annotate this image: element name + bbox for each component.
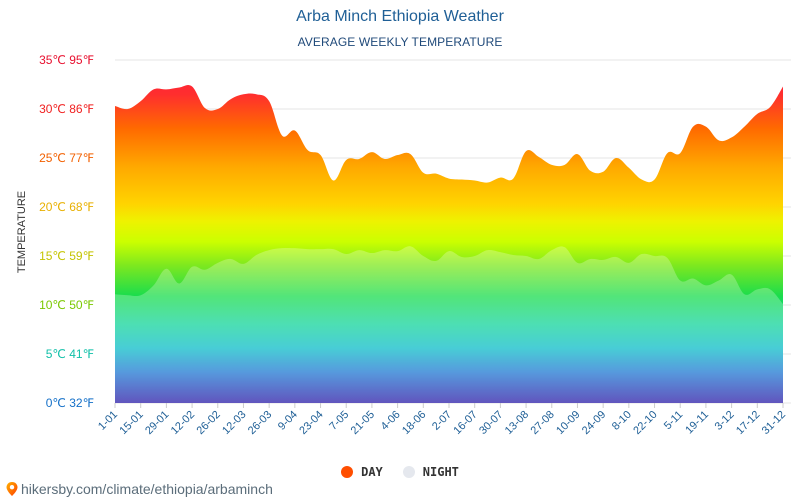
legend-night-label: NIGHT	[422, 465, 459, 479]
x-tick-label: 8-10	[610, 409, 634, 433]
chart-legend: DAY NIGHT	[0, 463, 800, 481]
x-tick-label: 19-11	[683, 409, 711, 437]
x-tick-label: 7-05	[327, 409, 351, 433]
y-tick-label: 5℃ 41℉	[46, 347, 94, 361]
y-tick-label: 10℃ 50℉	[39, 298, 94, 312]
x-tick-label: 31-12	[760, 409, 788, 437]
x-tick-label: 30-07	[477, 409, 505, 437]
x-tick-label: 27-08	[529, 409, 557, 437]
y-tick-label: 30℃ 86℉	[39, 102, 94, 116]
night-temperature-area	[115, 246, 783, 403]
chart-title: Arba Minch Ethiopia Weather	[296, 8, 504, 25]
chart-subtitle: AVERAGE WEEKLY TEMPERATURE	[297, 35, 503, 49]
area-layer	[115, 84, 783, 403]
legend-item-night[interactable]: NIGHT	[402, 465, 459, 479]
night-legend-dot	[402, 466, 415, 478]
source-url: hikersby.com/climate/ethiopia/arbaminch	[21, 481, 273, 497]
x-tick-label: 26-03	[246, 409, 274, 437]
x-tick-label: 17-12	[734, 409, 762, 437]
y-tick-label: 15℃ 59℉	[39, 249, 94, 263]
x-tick-label: 5-11	[662, 409, 685, 432]
y-tick-label: 35℃ 95℉	[39, 53, 94, 67]
y-axis-label: TEMPERATURE	[16, 191, 28, 273]
day-temperature-area	[115, 84, 783, 403]
x-tick-label: 24-09	[580, 409, 608, 437]
source-link[interactable]: hikersby.com/climate/ethiopia/arbaminch	[5, 481, 273, 497]
x-tick-label: 15-01	[117, 409, 145, 437]
x-tick-label: 12-02	[169, 409, 197, 437]
x-tick-label: 29-01	[143, 409, 171, 437]
y-tick-label: 20℃ 68℉	[39, 200, 94, 214]
legend-item-day[interactable]: DAY	[341, 465, 383, 479]
x-tick-label: 16-07	[451, 409, 479, 437]
day-legend-dot	[341, 466, 354, 478]
y-axis-tick-labels: 35℃ 95℉ 30℃ 86℉ 25℃ 77℉ 20℃ 68℉ 15℃ 59℉ 10℃ 5…	[39, 53, 94, 410]
x-tick-label: 3-12	[713, 409, 737, 433]
x-tick-label: 18-06	[400, 409, 428, 437]
legend-day-label: DAY	[361, 465, 383, 479]
x-tick-label: 1-01	[96, 409, 120, 433]
x-tick-label: 21-05	[349, 409, 377, 437]
x-tick-label: 13-08	[503, 409, 531, 437]
x-tick-label: 22-10	[631, 409, 659, 437]
x-tick-label: 4-06	[379, 409, 403, 433]
x-tick-label: 12-03	[220, 409, 248, 437]
x-tick-label: 9-04	[276, 409, 300, 433]
y-tick-label: 25℃ 77℉	[39, 151, 94, 165]
y-tick-label: 0℃ 32℉	[46, 396, 94, 410]
x-tick-label: 10-09	[554, 409, 582, 437]
x-tick-label: 2-07	[430, 409, 454, 433]
x-tick-label: 26-02	[195, 409, 223, 437]
location-pin-icon	[6, 482, 18, 496]
x-tick-label: 23-04	[297, 409, 325, 437]
